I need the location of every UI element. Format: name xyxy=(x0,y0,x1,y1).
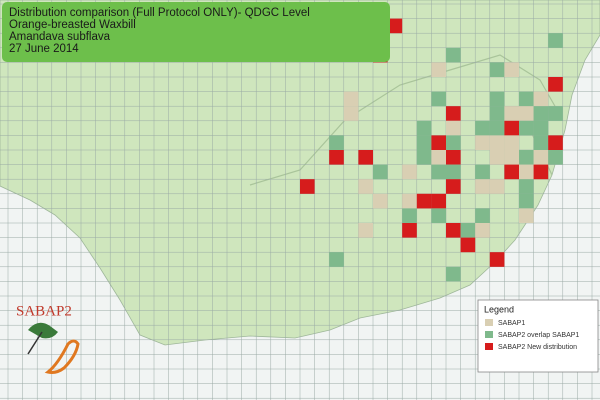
grid-cell xyxy=(475,223,490,238)
grid-cell xyxy=(460,237,476,253)
grid-cell xyxy=(504,150,519,165)
grid-cell xyxy=(431,164,446,180)
grid-cell xyxy=(416,135,432,150)
legend-item: SABAP2 New distribution xyxy=(498,344,577,351)
grid-cell xyxy=(548,135,563,150)
grid-cell xyxy=(446,120,461,136)
grid-cell xyxy=(446,266,461,282)
logo-text: SABAP2 xyxy=(16,303,72,319)
grid-cell xyxy=(402,164,417,180)
legend: Legend SABAP1 SABAP2 overlap SABAP1 SABA… xyxy=(477,299,599,373)
grid-cell xyxy=(519,179,534,194)
grid-cell xyxy=(446,223,461,238)
title-box xyxy=(2,2,390,62)
grid-cell xyxy=(548,150,563,165)
legend-swatch xyxy=(485,319,493,326)
grid-cell xyxy=(402,208,417,223)
grid-cell xyxy=(489,91,505,107)
grid-cell xyxy=(431,135,446,150)
grid-cell xyxy=(533,150,549,165)
logo-bird xyxy=(28,322,58,339)
grid-cell xyxy=(446,106,461,121)
grid-cell xyxy=(460,223,476,238)
legend-swatch xyxy=(485,331,493,338)
grid-cell xyxy=(489,252,505,267)
title-line: Amandava subflava xyxy=(9,31,111,43)
grid-cell xyxy=(533,91,549,107)
grid-cell xyxy=(446,179,461,194)
grid-cell xyxy=(519,106,534,121)
grid-cell xyxy=(475,179,490,194)
grid-cell xyxy=(519,164,534,180)
grid-cell xyxy=(489,106,505,121)
grid-cell xyxy=(416,120,432,136)
grid-cell xyxy=(431,193,446,209)
grid-cell xyxy=(519,150,534,165)
legend-swatch xyxy=(485,343,493,350)
grid-cell xyxy=(343,106,359,121)
grid-cell xyxy=(489,120,505,136)
grid-cell xyxy=(402,193,417,209)
grid-cell xyxy=(489,62,505,77)
grid-cell xyxy=(431,91,446,107)
grid-cell xyxy=(373,164,388,180)
grid-cell xyxy=(504,106,519,121)
logo-bird xyxy=(27,331,43,355)
grid-cell xyxy=(504,62,519,77)
grid-cell xyxy=(548,77,563,92)
grid-cell xyxy=(519,193,534,209)
grid-cell xyxy=(416,193,432,209)
grid-cell xyxy=(300,179,315,194)
logo-map xyxy=(44,339,80,374)
grid-cell xyxy=(504,135,519,150)
grid-cell xyxy=(446,164,461,180)
grid-cell xyxy=(533,106,549,121)
grid-cell xyxy=(548,33,563,48)
grid-cell xyxy=(533,164,549,180)
title-line: 27 June 2014 xyxy=(9,43,79,55)
title-line: Distribution comparison (Full Protocol O… xyxy=(9,7,310,19)
grid-cell xyxy=(343,91,359,107)
grid-cell xyxy=(475,208,490,223)
grid-cell xyxy=(475,164,490,180)
grid-cell xyxy=(489,150,505,165)
grid-cell xyxy=(519,120,534,136)
grid-cell xyxy=(358,179,373,194)
grid-cell xyxy=(548,106,563,121)
grid-cell xyxy=(358,223,373,238)
grid-cell xyxy=(519,208,534,223)
grid-cell xyxy=(504,164,519,180)
grid-cell xyxy=(446,135,461,150)
title-line: Orange-breasted Waxbill xyxy=(9,19,136,31)
logo: SABAP2 xyxy=(16,303,80,374)
legend-title: Legend xyxy=(484,304,514,314)
grid-cell xyxy=(358,150,373,165)
grid-cell xyxy=(533,135,549,150)
grid-cell xyxy=(329,252,344,267)
grid-cell xyxy=(402,223,417,238)
legend-item: SABAP1 xyxy=(498,320,525,327)
grid-cell xyxy=(475,135,490,150)
grid-cell xyxy=(431,62,446,77)
grid-cell xyxy=(329,135,344,150)
grid-cell xyxy=(431,150,446,165)
grid-cell xyxy=(504,120,519,136)
grid-cell xyxy=(489,135,505,150)
grid-cell xyxy=(519,91,534,107)
grid-cell xyxy=(475,120,490,136)
grid-cell xyxy=(446,47,461,63)
grid-cell xyxy=(416,150,432,165)
distribution-cells xyxy=(300,18,563,282)
grid-cell xyxy=(489,179,505,194)
legend-item: SABAP2 overlap SABAP1 xyxy=(498,332,579,339)
grid-cell xyxy=(431,208,446,223)
grid-cell xyxy=(446,150,461,165)
grid-cell xyxy=(329,150,344,165)
grid-cell xyxy=(387,18,403,34)
grid-cell xyxy=(373,193,388,209)
legend-box xyxy=(477,299,599,373)
grid-cell xyxy=(533,120,549,136)
